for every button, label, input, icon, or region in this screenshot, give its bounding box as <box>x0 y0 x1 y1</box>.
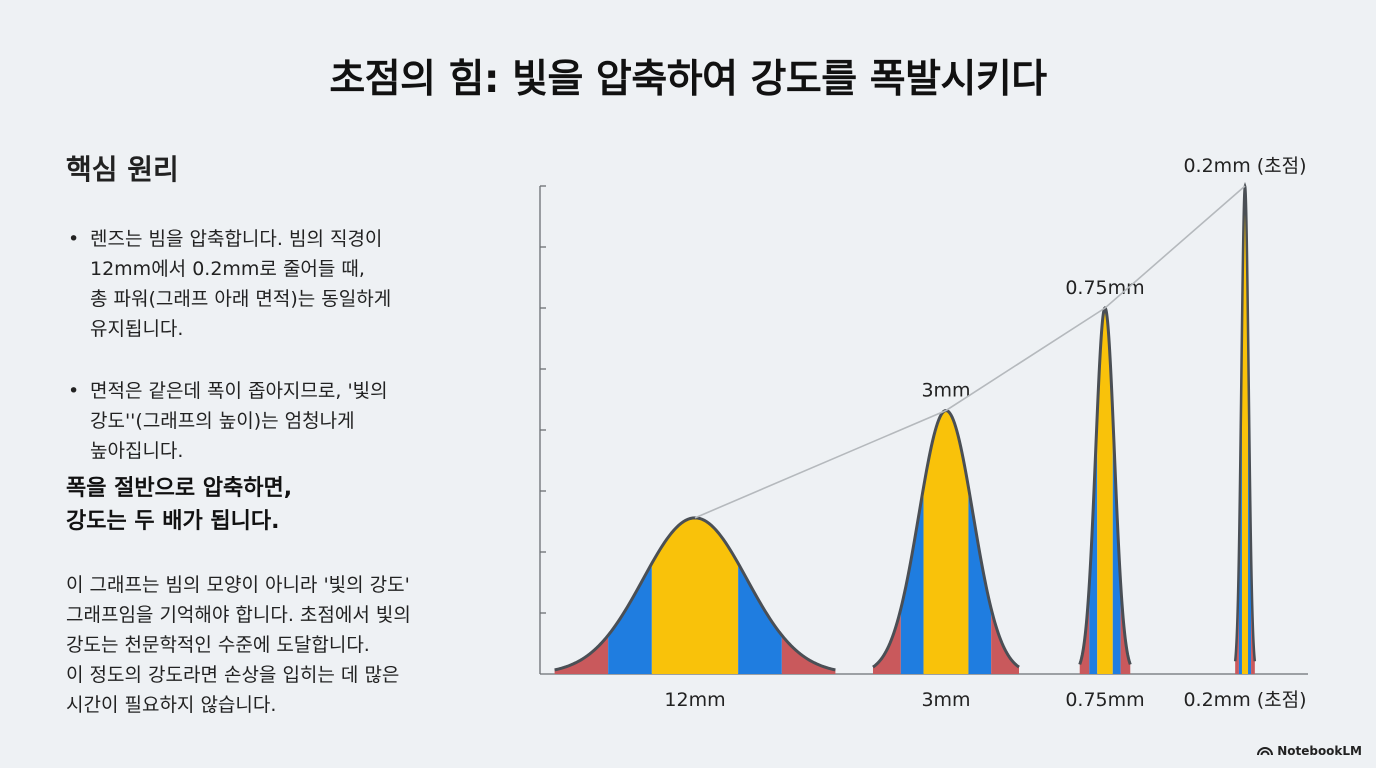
intensity-band <box>872 608 901 674</box>
bullet-list: 렌즈는 빔을 압축합니다. 빔의 직경이 12mm에서 0.2mm로 줄어들 때… <box>66 224 516 466</box>
intensity-band <box>1235 552 1239 674</box>
intensity-band <box>738 563 782 674</box>
intensity-band <box>651 517 739 674</box>
bullet-item: 렌즈는 빔을 압축합니다. 빔의 직경이 12mm에서 0.2mm로 줄어들 때… <box>66 224 516 344</box>
bullet-item: 면적은 같은데 폭이 좁아지므로, '빛의 강도''(그래프의 높이)는 엄청나… <box>66 376 516 466</box>
peak-label: 0.2mm (초점) <box>1183 155 1306 177</box>
emphasis-text: 폭을 절반으로 압축하면, 강도는 두 배가 됩니다. <box>66 476 293 534</box>
intensity-band <box>1079 583 1090 674</box>
x-tick-label: 3mm <box>921 689 970 711</box>
intensity-band <box>1120 583 1131 674</box>
notebooklm-logo-icon <box>1257 747 1274 756</box>
peak-label: 3mm <box>921 379 970 401</box>
section-heading: 핵심 원리 <box>66 153 179 186</box>
x-tick-label: 0.2mm (초점) <box>1183 689 1306 711</box>
x-tick-label: 12mm <box>664 689 725 711</box>
intensity-band <box>900 487 924 674</box>
intensity-band <box>1097 308 1113 674</box>
peak-label: 0.75mm <box>1065 277 1144 299</box>
note-text: 이 그래프는 빔의 모양이 아니라 '빛의 강도' 그래프임을 기억해야 합니다… <box>66 574 411 716</box>
x-tick-label: 0.75mm <box>1065 689 1144 711</box>
intensity-band <box>1251 552 1255 674</box>
intensity-band <box>968 487 992 674</box>
intensity-band <box>923 410 969 674</box>
brand-watermark: NotebookLM <box>1257 744 1362 758</box>
peak-trend-line <box>694 185 1246 519</box>
key-principles-panel: 핵심 원리 렌즈는 빔을 압축합니다. 빔의 직경이 12mm에서 0.2mm로… <box>66 148 516 720</box>
intensity-band <box>991 608 1020 674</box>
intensity-band <box>608 563 652 674</box>
intensity-band <box>554 635 609 674</box>
intensity-band <box>781 635 836 674</box>
brand-label: NotebookLM <box>1277 744 1362 758</box>
page-title: 초점의 힘: 빛을 압축하여 강도를 폭발시키다 <box>329 57 1047 102</box>
